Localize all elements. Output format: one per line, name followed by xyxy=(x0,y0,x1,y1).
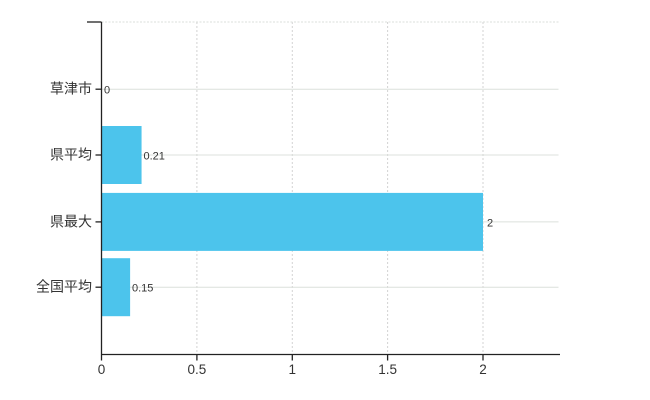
svg-text:2: 2 xyxy=(487,217,493,229)
svg-text:県平均: 県平均 xyxy=(50,147,92,163)
svg-text:0: 0 xyxy=(104,85,110,97)
svg-text:0.15: 0.15 xyxy=(132,283,153,295)
svg-text:1.5: 1.5 xyxy=(378,362,397,377)
svg-text:0.21: 0.21 xyxy=(144,151,165,163)
svg-text:1: 1 xyxy=(289,362,297,377)
svg-text:0: 0 xyxy=(98,362,106,377)
svg-text:2: 2 xyxy=(479,362,487,377)
svg-text:0.5: 0.5 xyxy=(188,362,207,377)
svg-text:県最大: 県最大 xyxy=(50,213,92,229)
svg-text:全国平均: 全国平均 xyxy=(36,279,92,295)
svg-text:草津市: 草津市 xyxy=(50,81,92,97)
